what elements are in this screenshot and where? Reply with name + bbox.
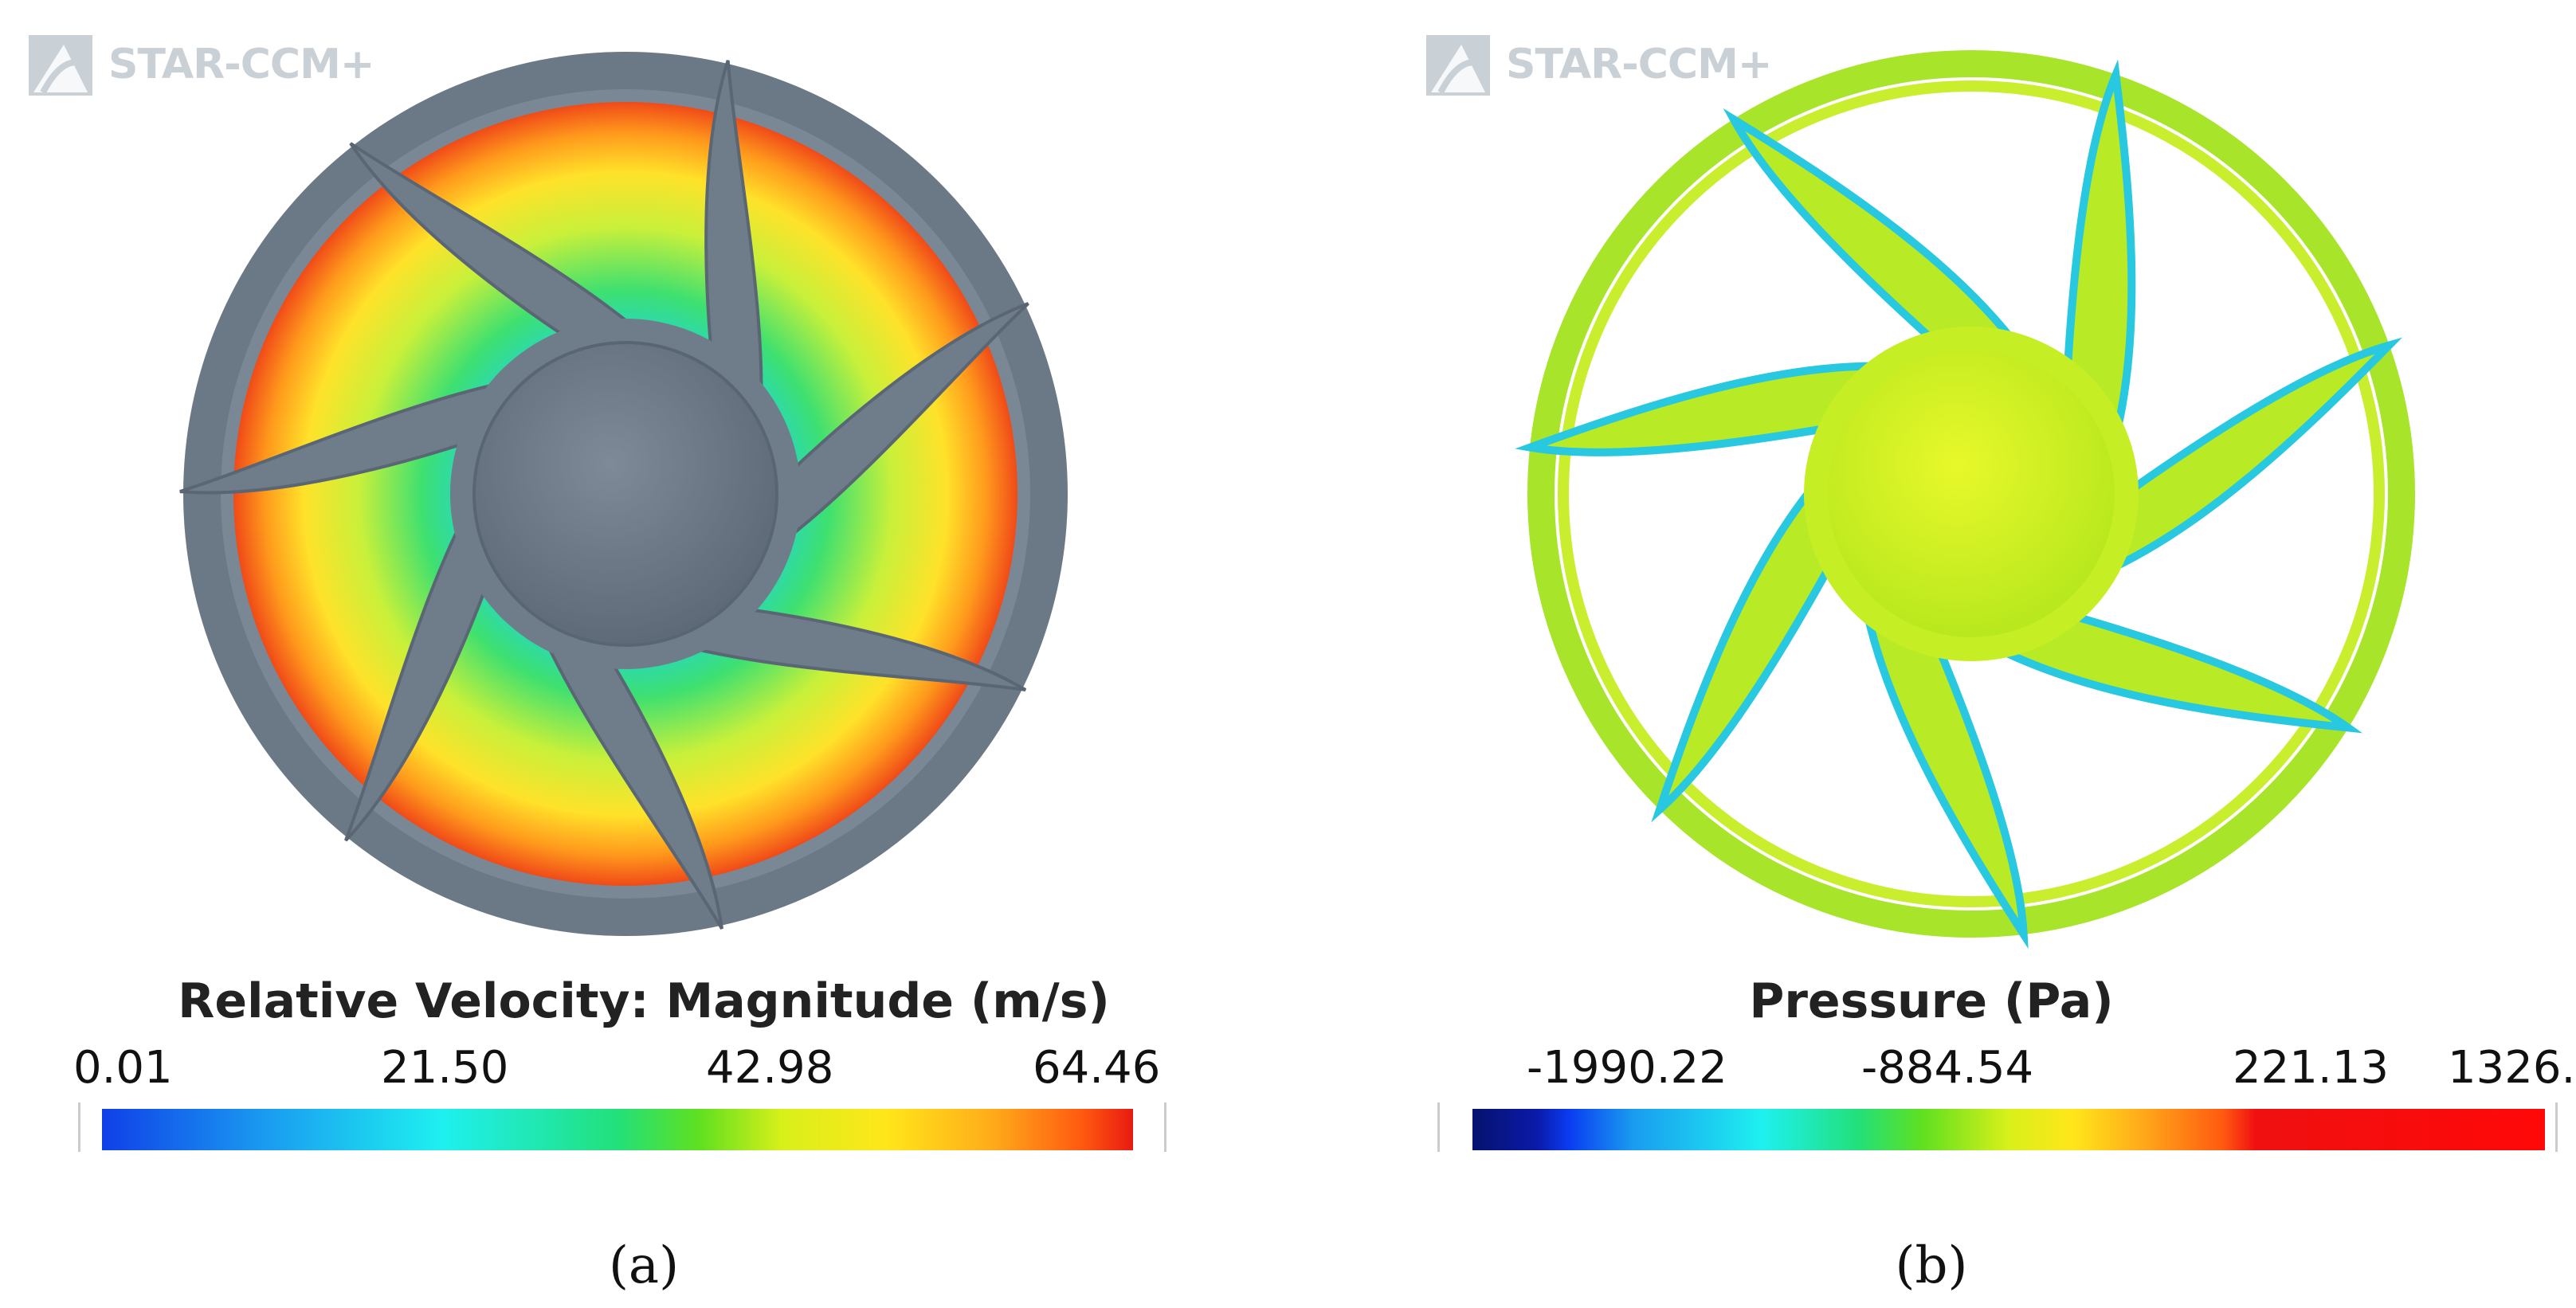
- shroud-ring-inner: [1558, 80, 2385, 907]
- fan-velocity-contour: [179, 52, 1068, 936]
- blade-1: [349, 142, 689, 376]
- colorbar: [1472, 1109, 2545, 1150]
- blades: [179, 60, 1029, 930]
- colorbar-tick: 64.46: [1033, 1042, 1161, 1094]
- hub: [472, 341, 778, 647]
- star-ccm-logo-icon: [29, 35, 92, 96]
- colorbar-tick: 42.98: [706, 1042, 834, 1094]
- blade-1: [1723, 108, 2044, 378]
- blade-5: [1856, 566, 2029, 950]
- colorbar: [102, 1109, 1133, 1150]
- colorbar-tick: -1990.22: [1527, 1042, 1727, 1094]
- panel-b-pressure: STAR-CCM+ Pressure (Pa): [1288, 0, 2576, 1308]
- fan-pressure-contour: [1515, 50, 2415, 950]
- blade-3: [2068, 337, 2403, 590]
- panel-a-velocity: STAR-CCM+: [0, 29, 1288, 1295]
- colorbar-title: Pressure (Pa): [1749, 973, 2114, 1029]
- colorbar-tick: 1326.81: [2448, 1042, 2576, 1094]
- blade-5: [517, 573, 723, 930]
- hub: [1828, 350, 2115, 637]
- colorbar-ticks: -1990.22 -884.54 221.13 1326.81: [1288, 1042, 2576, 1098]
- star-ccm-logo: STAR-CCM+: [1423, 29, 1772, 100]
- colorbar-tick: 21.50: [381, 1042, 509, 1094]
- star-ccm-logo-icon: [1426, 35, 1490, 96]
- colorbar-ticks: 0.01 21.50 42.98 64.46: [0, 1042, 1288, 1098]
- caption: (a): [608, 1236, 680, 1295]
- blade-7: [1515, 362, 1926, 456]
- colorbar-tick: 221.13: [2233, 1042, 2389, 1094]
- caption: (b): [1895, 1236, 1968, 1295]
- shroud-ring: [1527, 50, 2415, 938]
- logo-text: STAR-CCM+: [1506, 41, 1772, 88]
- blade-3: [726, 302, 1029, 582]
- logo-text: STAR-CCM+: [108, 41, 374, 88]
- colorbar-title: Relative Velocity: Magnitude (m/s): [178, 973, 1110, 1029]
- colorbar-tick: -884.54: [1861, 1042, 2034, 1094]
- colorbar-tick: 0.01: [73, 1042, 173, 1094]
- blade-7: [179, 370, 573, 495]
- colorbar-frame: [78, 1102, 1166, 1152]
- star-ccm-logo: STAR-CCM+: [25, 29, 374, 100]
- blades: [1515, 59, 2403, 950]
- colorbar-frame: [1437, 1102, 2558, 1152]
- blade-6: [1651, 448, 1860, 823]
